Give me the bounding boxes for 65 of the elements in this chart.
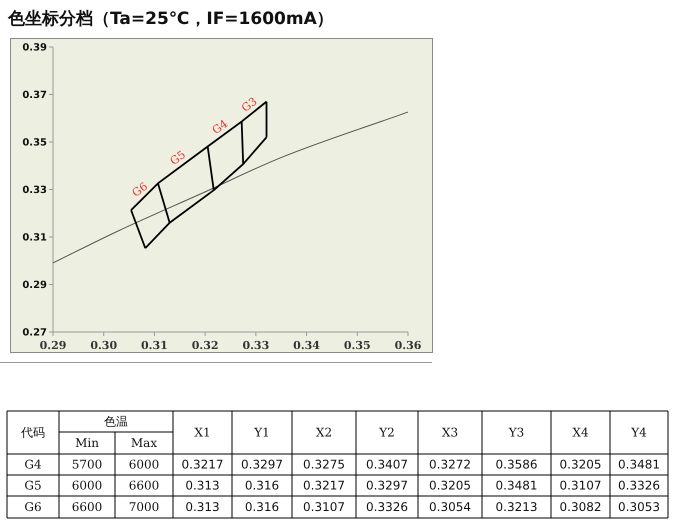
text: 0.3213 <box>496 500 538 514</box>
annotation: G6 <box>130 180 150 200</box>
x-tick-label: 0.32 <box>192 339 219 352</box>
text: X1 <box>194 426 211 440</box>
text: 0.3481 <box>496 478 538 492</box>
text: Y1 <box>253 426 270 440</box>
text: 0.3586 <box>496 458 538 472</box>
y-tick-label: 0.29 <box>22 280 48 291</box>
y-tick-label: 0.39 <box>22 42 48 54</box>
text: Min <box>75 436 100 450</box>
text: 6000 <box>128 458 160 472</box>
text: G5 <box>24 478 42 492</box>
text: 7000 <box>128 500 160 514</box>
text: G4 <box>24 458 42 472</box>
text: 0.3275 <box>303 458 345 472</box>
text: 0.3217 <box>303 478 345 492</box>
y-tick-label: 0.27 <box>22 328 48 338</box>
text: Max <box>130 436 158 450</box>
text: X4 <box>572 426 589 440</box>
text: 5700 <box>72 458 102 472</box>
text: 0.3481 <box>618 458 660 472</box>
x-tick-label: 0.30 <box>90 339 118 352</box>
text: 0.3272 <box>429 458 471 472</box>
text: 0.3053 <box>618 500 660 514</box>
text: Y3 <box>508 426 524 440</box>
text: 0.3297 <box>366 478 408 492</box>
y-tick-label: 0.35 <box>22 138 48 148</box>
text: 0.313 <box>185 500 220 514</box>
text: 0.3205 <box>560 458 602 472</box>
text: 色温 <box>104 414 128 428</box>
y-tick-label: 0.33 <box>22 185 48 196</box>
text: 0.3326 <box>618 478 660 492</box>
text: X3 <box>442 426 458 440</box>
x-tick-label: 0.35 <box>344 339 371 352</box>
x-tick-label: 0.31 <box>141 339 168 352</box>
text: Y2 <box>378 426 395 440</box>
text: 0.3205 <box>429 478 471 492</box>
text: 0.3107 <box>303 500 345 514</box>
text: 代码 <box>20 426 45 440</box>
chart-title: 色坐标分档（Ta=25℃，IF=1600mA） <box>7 9 334 29</box>
x-tick-label: 0.36 <box>394 339 422 352</box>
text: 0.3407 <box>366 458 408 472</box>
x-tick-label: 0.33 <box>242 339 270 352</box>
text: 0.3107 <box>560 478 602 492</box>
text: 0.316 <box>244 500 280 514</box>
annotation: G5 <box>168 148 188 168</box>
text: 0.316 <box>244 478 280 492</box>
text: 0.3082 <box>560 500 602 514</box>
text: 0.3054 <box>429 500 471 514</box>
x-tick-label: 0.34 <box>293 339 320 352</box>
y-tick-label: 0.37 <box>22 90 48 101</box>
text: 6000 <box>72 478 102 492</box>
annotation: G4 <box>210 117 230 137</box>
text: G6 <box>24 500 42 514</box>
text: X2 <box>316 426 332 440</box>
text: 0.3326 <box>366 500 408 514</box>
text: 0.3297 <box>241 458 283 472</box>
text: Y4 <box>630 426 648 440</box>
text: 0.3217 <box>182 458 224 472</box>
text: 0.313 <box>185 478 220 492</box>
annotation: G3 <box>239 94 260 115</box>
y-tick-label: 0.31 <box>22 232 48 244</box>
text: 6600 <box>128 478 160 492</box>
text: 6600 <box>72 500 102 514</box>
x-tick-label: 0.29 <box>40 339 66 352</box>
